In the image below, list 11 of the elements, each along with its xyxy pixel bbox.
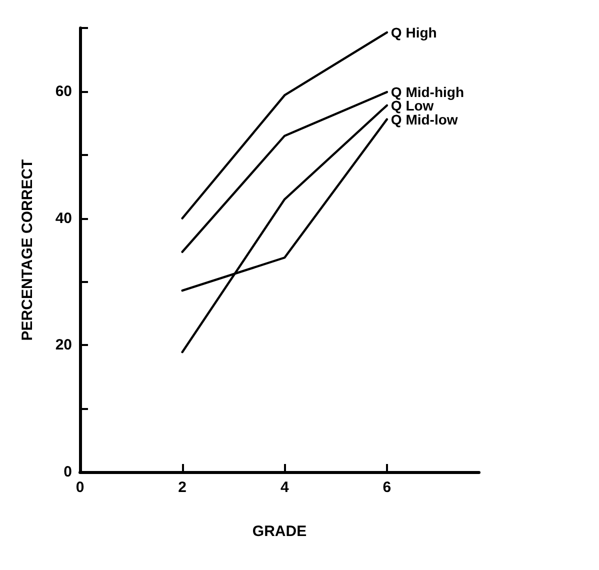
y-tick-label: 40: [55, 210, 72, 227]
y-tick-label: 20: [55, 336, 72, 354]
x-axis-title: GRADE: [252, 523, 307, 540]
y-tick-label: 0: [64, 464, 72, 480]
y-axis-title: PERCENTAGE CORRECT: [19, 159, 36, 341]
series-label: Q High: [390, 24, 437, 40]
x-tick-label: 4: [280, 479, 290, 496]
x-tick-label: 0: [76, 479, 84, 496]
y-tick-label: 60: [55, 82, 72, 100]
x-tick-label: 2: [178, 479, 186, 496]
x-tick-label: 6: [382, 479, 392, 496]
